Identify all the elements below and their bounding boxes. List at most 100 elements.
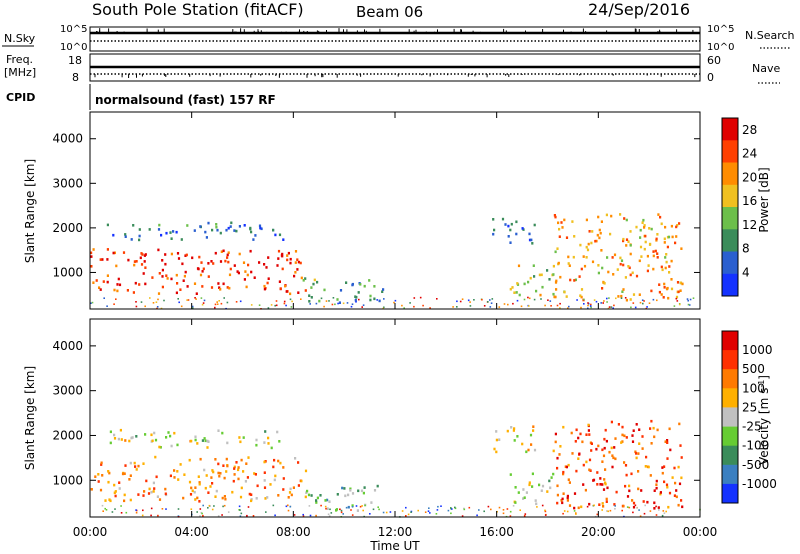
power-cell — [297, 260, 300, 264]
power-cell — [643, 224, 646, 227]
velocity-noise-cell — [120, 505, 122, 507]
velocity-cell — [631, 440, 635, 443]
power-cell — [219, 231, 222, 235]
velocity-cell — [566, 496, 569, 500]
velocity-cell — [349, 489, 352, 492]
power-cell — [555, 279, 558, 283]
power-noise-cell — [214, 306, 216, 309]
velocity-cell — [533, 448, 537, 452]
velocity-cell — [548, 479, 551, 483]
power-cell — [99, 258, 102, 261]
velocity-cell — [577, 436, 580, 440]
power-noise-cell — [568, 305, 570, 308]
power-noise-cell — [687, 303, 690, 306]
velocity-noise-cell — [573, 510, 576, 512]
power-cell — [583, 264, 587, 268]
velocity-noise-cell — [405, 515, 407, 517]
velocity-cell — [250, 493, 253, 496]
power-cell — [664, 266, 667, 270]
power-noise-cell — [507, 303, 509, 306]
power-cell — [112, 251, 115, 255]
power-cell — [530, 238, 533, 242]
power-cell — [170, 277, 173, 281]
power-cell — [278, 233, 282, 237]
power-cell — [619, 213, 622, 216]
power-cell — [184, 270, 187, 274]
velocity-cell — [150, 433, 153, 437]
power-cell — [663, 286, 666, 289]
velocity-cell — [222, 464, 225, 467]
velocity-cell — [675, 495, 678, 499]
velocity-cell — [233, 465, 236, 469]
velocity-noise-cell — [325, 507, 327, 510]
power-cell — [540, 273, 543, 277]
power-cell — [493, 228, 496, 232]
velocity-cell — [681, 505, 684, 509]
velocity-cell — [173, 431, 176, 435]
velocity-cell — [652, 426, 655, 430]
power-cell — [225, 228, 228, 232]
velocity-cell — [613, 446, 616, 449]
power-noise-cell — [503, 303, 506, 305]
velocity-cell — [538, 483, 541, 487]
velocity-noise-cell — [524, 513, 527, 515]
velocity-cell — [611, 454, 614, 457]
xtick-label: 16:00 — [479, 525, 514, 539]
velocity-cell — [656, 428, 659, 432]
velocity-cell — [532, 425, 535, 428]
power-cell — [286, 258, 289, 262]
velocity-cell — [635, 423, 638, 426]
velocity-cell — [188, 480, 192, 484]
power-cell — [580, 295, 583, 299]
velocity-cell — [218, 474, 221, 478]
velocity-cell — [668, 427, 671, 431]
velocity-cell — [585, 460, 588, 464]
power-noise-cell — [309, 303, 311, 305]
power-cell — [106, 274, 109, 277]
power-cell — [116, 283, 119, 286]
power-noise-cell — [149, 297, 151, 299]
velocity-noise-cell — [309, 514, 312, 517]
velocity-noise-cell — [340, 511, 343, 514]
power-cell — [127, 258, 130, 262]
velocity-cell — [588, 458, 592, 462]
power-cell — [124, 235, 127, 238]
velocity-cell — [653, 489, 656, 492]
velocity-cell — [351, 504, 354, 507]
velocity-noise-cell — [461, 515, 464, 517]
velocity-cell — [562, 472, 565, 476]
power-noise-cell — [216, 303, 219, 305]
velocity-cell — [335, 509, 338, 512]
velocity-colorbar-segment — [722, 426, 738, 447]
power-cell — [679, 281, 683, 285]
velocity-cell — [495, 450, 498, 454]
power-cell — [233, 264, 236, 267]
velocity-cell — [531, 485, 534, 488]
power-noise-cell — [610, 306, 613, 308]
velocity-cell — [142, 494, 145, 497]
velocity-cell — [631, 434, 634, 437]
velocity-noise-cell — [247, 506, 250, 508]
power-cell — [166, 277, 169, 280]
velocity-cell — [647, 465, 650, 469]
power-cell — [565, 236, 569, 239]
velocity-cell — [376, 484, 379, 488]
velocity-noise-cell — [596, 513, 599, 516]
velocity-cell — [199, 457, 202, 461]
velocity-noise-cell — [377, 506, 379, 508]
velocity-noise-cell — [655, 514, 658, 516]
velocity-cell — [233, 473, 236, 476]
velocity-noise-cell — [389, 511, 392, 513]
velocity-noise-cell — [328, 515, 331, 517]
velocity-cell — [155, 475, 158, 479]
power-cell — [667, 296, 670, 300]
power-cell — [507, 224, 510, 228]
velocity-cell — [602, 454, 606, 458]
velocity-cell — [650, 442, 653, 445]
velocity-cell — [512, 429, 515, 432]
power-cell — [336, 298, 339, 301]
power-cell — [533, 275, 536, 278]
power-cell — [590, 241, 593, 245]
velocity-cell — [595, 447, 598, 451]
power-cell — [118, 283, 122, 287]
